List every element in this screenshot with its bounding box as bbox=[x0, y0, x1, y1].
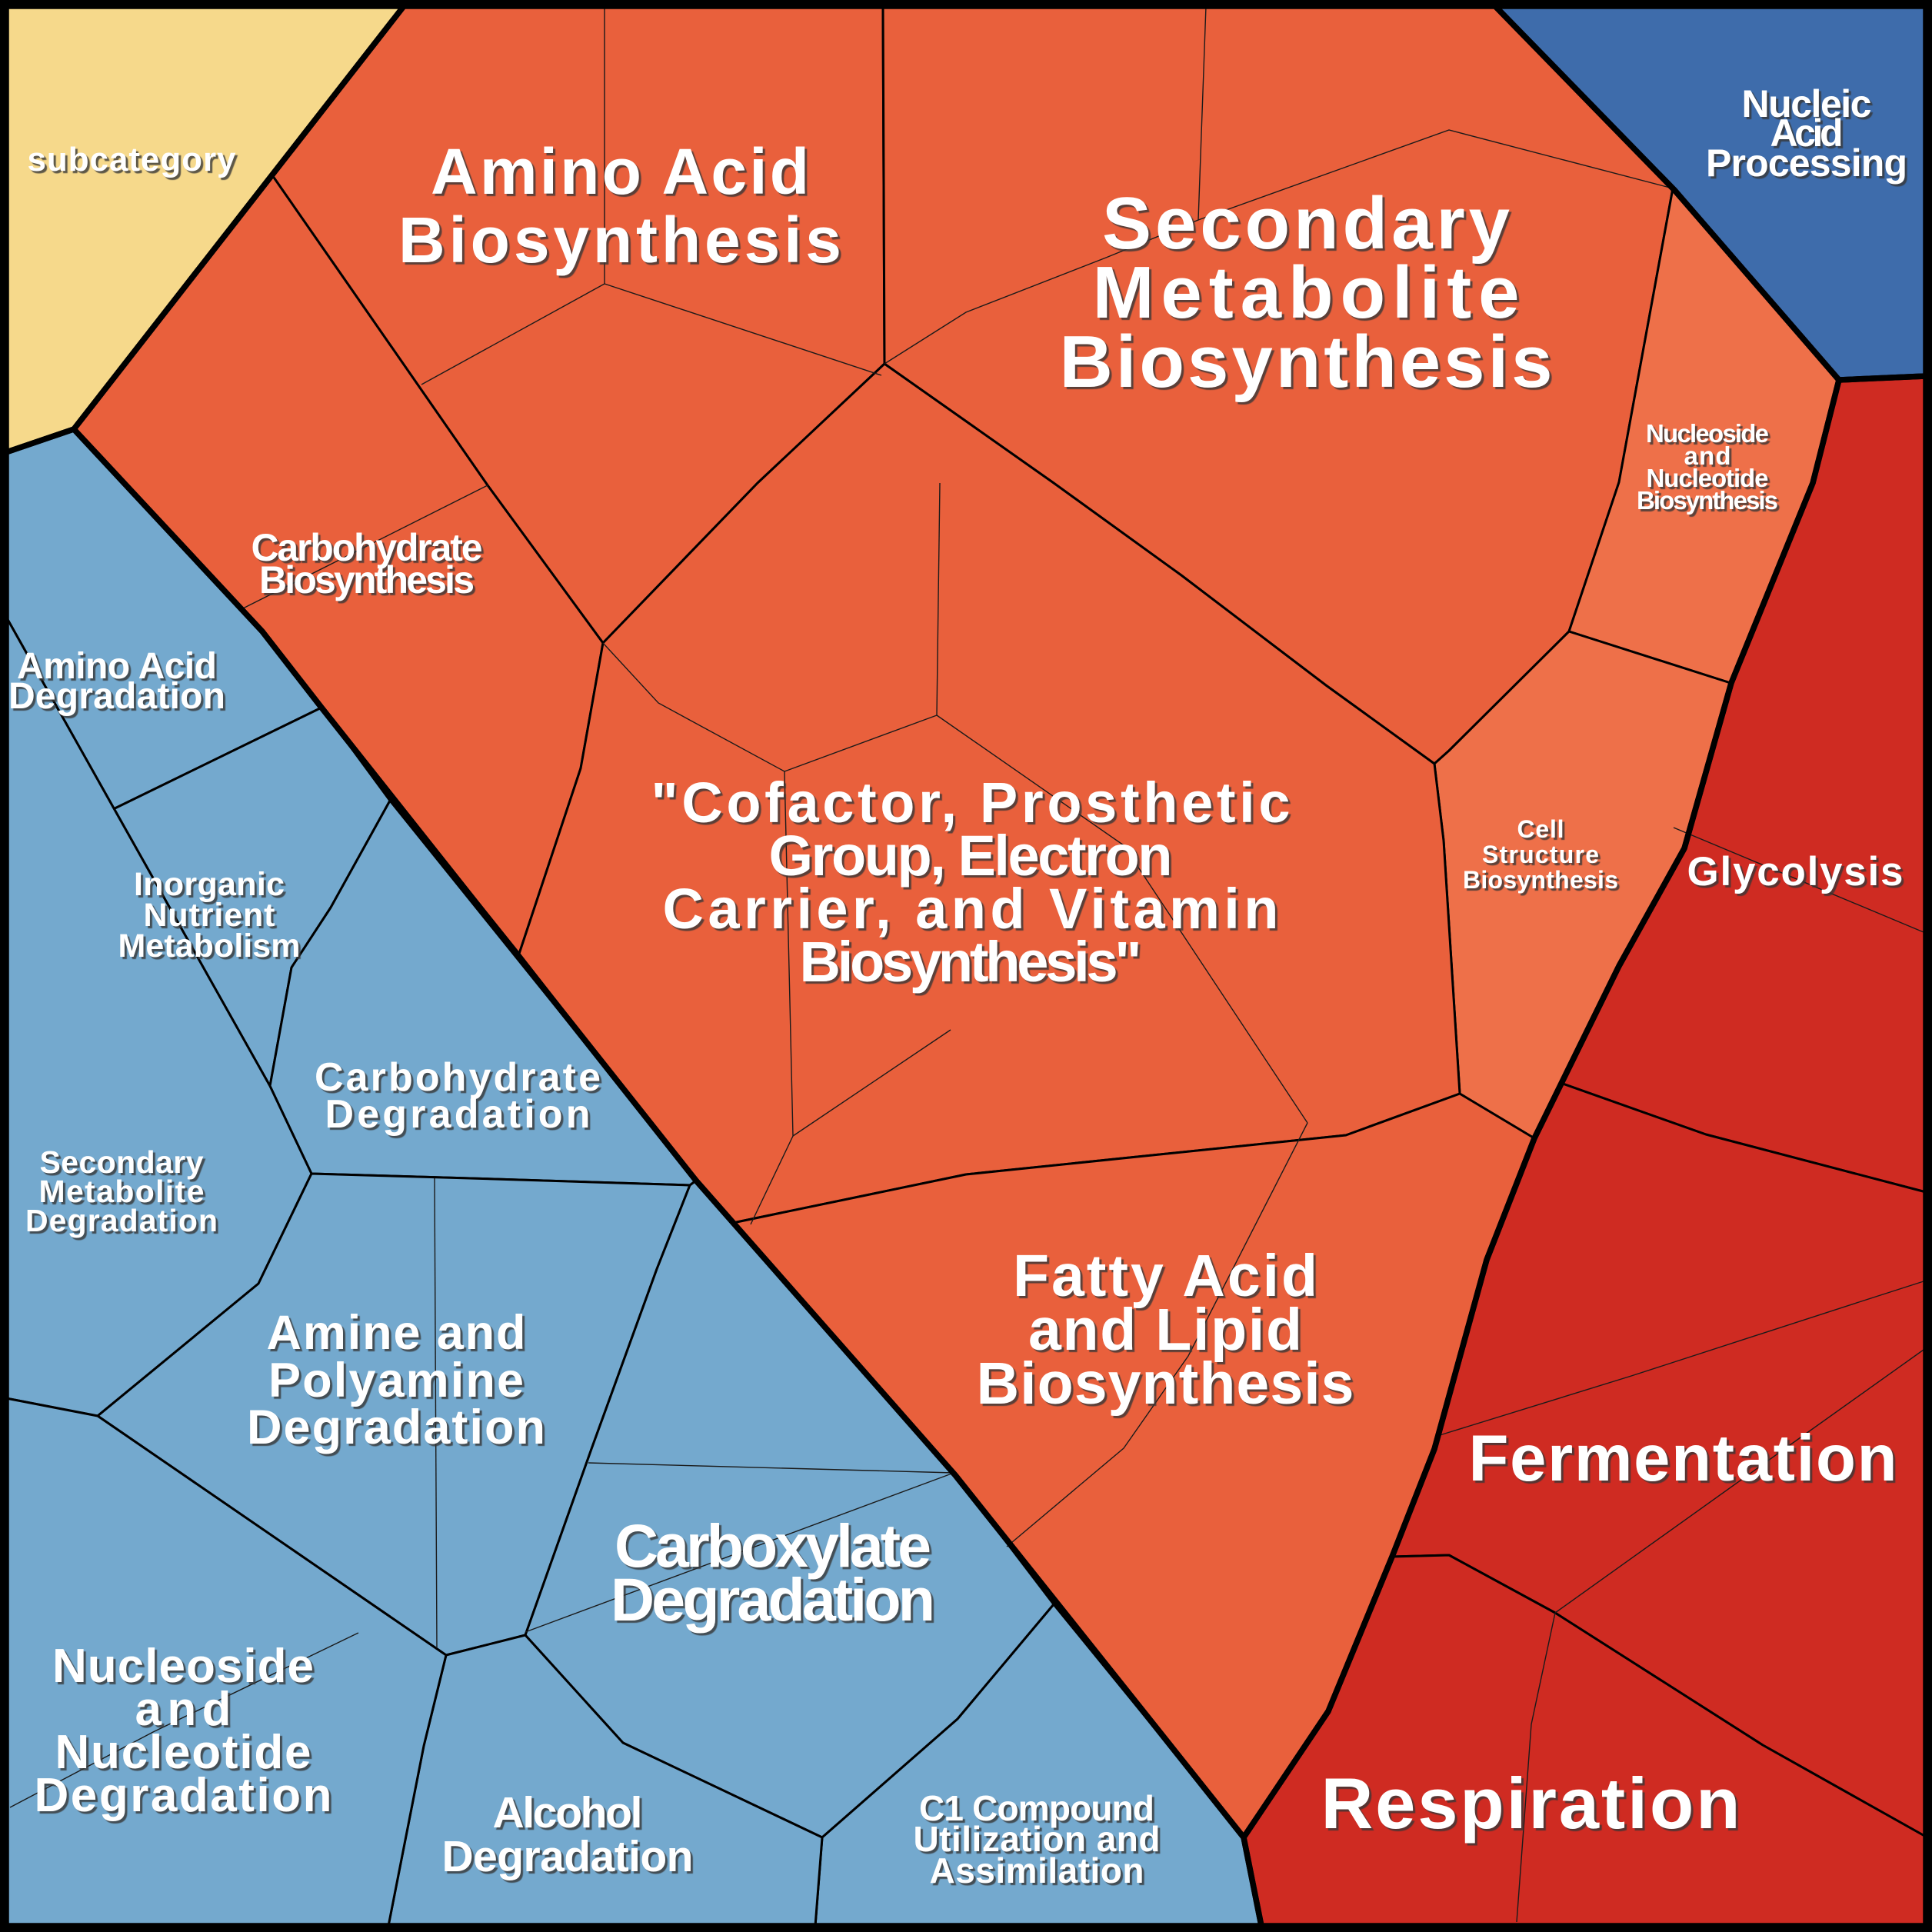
svg-text:Polyamine: Polyamine bbox=[268, 1354, 524, 1407]
svg-text:subcategory: subcategory bbox=[28, 141, 237, 178]
svg-text:Degradation: Degradation bbox=[325, 1092, 591, 1137]
svg-text:Amino Acid: Amino Acid bbox=[17, 646, 217, 687]
svg-text:C1 Compound: C1 Compound bbox=[919, 1788, 1154, 1828]
svg-text:Nucleic: Nucleic bbox=[1742, 82, 1872, 125]
svg-text:Degradation: Degradation bbox=[247, 1401, 545, 1454]
svg-text:Degradation: Degradation bbox=[8, 676, 225, 717]
svg-text:and Lipid: and Lipid bbox=[1028, 1297, 1302, 1363]
svg-text:Cell: Cell bbox=[1517, 815, 1564, 843]
svg-text:Assimilation: Assimilation bbox=[930, 1850, 1144, 1890]
svg-text:Secondary: Secondary bbox=[1102, 182, 1510, 265]
svg-text:Biosynthesis: Biosynthesis bbox=[1637, 486, 1778, 515]
svg-text:Biosynthesis": Biosynthesis" bbox=[800, 930, 1142, 994]
svg-text:Structure: Structure bbox=[1482, 841, 1599, 868]
svg-text:and: and bbox=[135, 1683, 232, 1736]
svg-text:Degradation: Degradation bbox=[35, 1769, 332, 1822]
svg-text:Acid: Acid bbox=[1770, 112, 1844, 155]
svg-text:Biosynthesis: Biosynthesis bbox=[1463, 866, 1618, 894]
svg-text:Amino Acid: Amino Acid bbox=[431, 135, 809, 208]
svg-text:Carbohydrate: Carbohydrate bbox=[251, 526, 483, 569]
svg-text:Utilization and: Utilization and bbox=[914, 1819, 1161, 1859]
svg-text:Biosynthesis: Biosynthesis bbox=[259, 558, 475, 601]
svg-text:Biosynthesis: Biosynthesis bbox=[977, 1351, 1354, 1417]
svg-text:Secondary: Secondary bbox=[40, 1144, 204, 1180]
svg-text:Nucleotide: Nucleotide bbox=[55, 1726, 311, 1779]
svg-text:Alcohol: Alcohol bbox=[493, 1788, 643, 1837]
svg-text:Fermentation: Fermentation bbox=[1469, 1422, 1897, 1495]
svg-text:Glycolysis: Glycolysis bbox=[1687, 849, 1904, 894]
svg-text:Degradation: Degradation bbox=[442, 1832, 694, 1881]
svg-text:Fatty Acid: Fatty Acid bbox=[1013, 1243, 1317, 1309]
svg-text:Biosynthesis: Biosynthesis bbox=[1060, 321, 1553, 403]
svg-text:Inorganic: Inorganic bbox=[134, 866, 285, 903]
svg-text:Processing: Processing bbox=[1706, 142, 1907, 185]
svg-text:Metabolite: Metabolite bbox=[1093, 251, 1520, 334]
svg-text:Degradation: Degradation bbox=[611, 1565, 935, 1634]
svg-text:Carrier, and Vitamin: Carrier, and Vitamin bbox=[663, 877, 1279, 941]
svg-text:Nucleoside: Nucleoside bbox=[52, 1640, 314, 1693]
svg-text:Amine and: Amine and bbox=[267, 1306, 526, 1360]
svg-text:Carbohydrate: Carbohydrate bbox=[315, 1055, 601, 1100]
svg-text:Degradation: Degradation bbox=[25, 1203, 218, 1238]
svg-text:"Cofactor, Prosthetic: "Cofactor, Prosthetic bbox=[651, 771, 1291, 834]
svg-text:and: and bbox=[1684, 441, 1731, 470]
svg-text:Metabolite: Metabolite bbox=[39, 1174, 205, 1209]
svg-text:Group, Electron: Group, Electron bbox=[769, 824, 1173, 888]
svg-text:Respiration: Respiration bbox=[1321, 1763, 1740, 1844]
svg-text:Biosynthesis: Biosynthesis bbox=[398, 204, 841, 276]
svg-text:Nucleoside: Nucleoside bbox=[1646, 419, 1769, 448]
svg-text:Carboxylate: Carboxylate bbox=[615, 1511, 931, 1580]
svg-text:Nucleotide: Nucleotide bbox=[1647, 464, 1769, 492]
svg-text:Nutrient: Nutrient bbox=[144, 897, 275, 934]
svg-text:Metabolism: Metabolism bbox=[118, 928, 301, 964]
